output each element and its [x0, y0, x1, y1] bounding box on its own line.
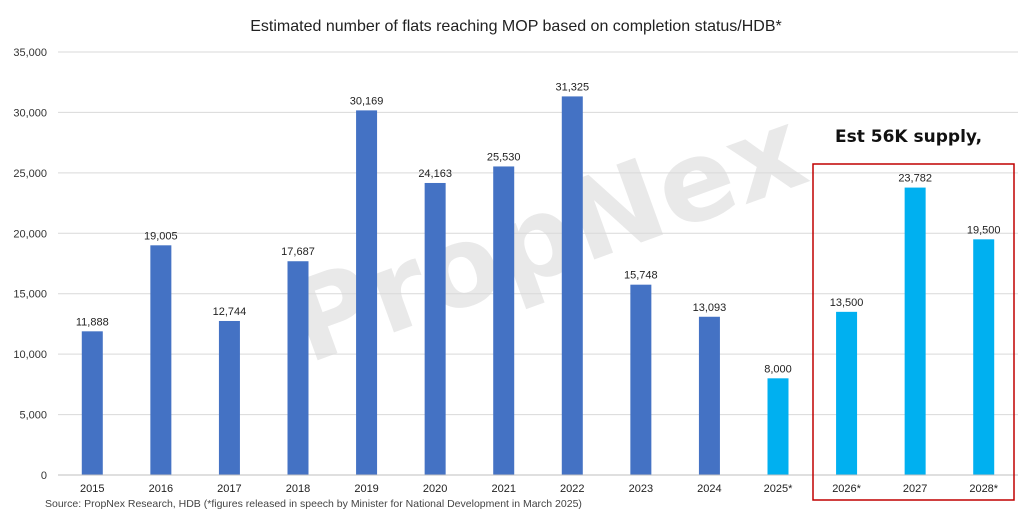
value-label: 8,000	[764, 363, 792, 375]
bar-2020	[424, 182, 446, 475]
value-label: 11,888	[76, 316, 109, 328]
watermark: PropNex	[273, 83, 821, 389]
value-label: 17,687	[281, 246, 315, 258]
x-tick-label: 2015	[80, 483, 104, 495]
highlight-box	[812, 163, 1015, 501]
x-tick-label: 2028*	[969, 483, 998, 495]
value-label: 23,782	[898, 173, 932, 185]
bar-2019	[356, 110, 378, 476]
x-tick-label: 2025*	[764, 483, 793, 495]
bar-2027	[904, 187, 926, 475]
bar-2018	[287, 261, 309, 475]
y-tick-label: 35,000	[13, 47, 47, 59]
x-tick-label: 2022	[560, 483, 584, 495]
x-tick-label: 2020	[423, 483, 447, 495]
value-label: 19,005	[144, 230, 178, 242]
bar-2021	[493, 166, 515, 475]
bar-2026	[836, 311, 858, 475]
source-note: Source: PropNex Research, HDB (*figures …	[45, 498, 582, 510]
value-label: 13,500	[830, 297, 864, 309]
bar-2025	[767, 378, 789, 475]
x-tick-label: 2027	[903, 483, 927, 495]
x-tick-label: 2018	[286, 483, 310, 495]
value-label: 30,169	[350, 95, 384, 107]
bar-2023	[630, 284, 652, 475]
value-label: 15,748	[624, 270, 658, 282]
bar-2024	[698, 316, 720, 475]
chart-title: Estimated number of flats reaching MOP b…	[250, 18, 782, 35]
value-label: 12,744	[213, 306, 247, 318]
x-tick-label: 2017	[217, 483, 241, 495]
y-tick-label: 20,000	[13, 228, 47, 240]
y-tick-label: 5,000	[19, 410, 47, 422]
y-tick-label: 0	[41, 470, 47, 482]
value-label: 24,163	[418, 168, 452, 180]
bar-2022	[561, 96, 583, 475]
y-tick-label: 15,000	[13, 289, 47, 301]
x-tick-label: 2021	[491, 483, 515, 495]
y-tick-label: 30,000	[13, 107, 47, 119]
x-tick-label: 2023	[629, 483, 653, 495]
value-label: 13,093	[693, 302, 727, 314]
x-tick-label: 2016	[149, 483, 173, 495]
x-tick-label: 2019	[354, 483, 378, 495]
value-label: 19,500	[967, 224, 1001, 236]
x-tick-label: 2024	[697, 483, 721, 495]
bar-2015	[81, 331, 103, 475]
bar-2016	[150, 245, 172, 475]
x-tick-label: 2026*	[832, 483, 861, 495]
value-label: 31,325	[555, 81, 589, 93]
value-label: 25,530	[487, 151, 521, 163]
y-tick-label: 10,000	[13, 349, 47, 361]
highlight-annotation: Est 56K supply,	[835, 127, 982, 147]
y-tick-label: 25,000	[13, 168, 47, 180]
bar-2028	[973, 239, 995, 475]
bar-2017	[218, 320, 240, 475]
